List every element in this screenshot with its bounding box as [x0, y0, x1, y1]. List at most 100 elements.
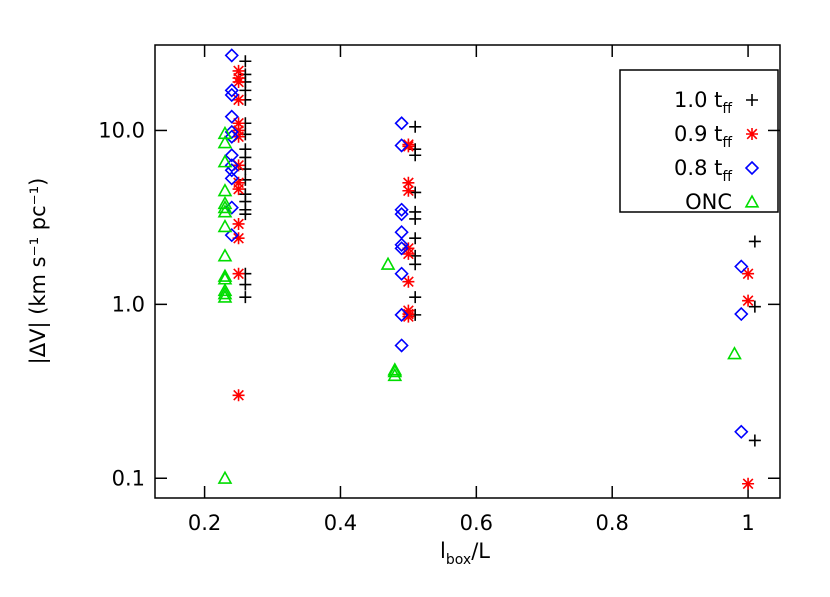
data-point: [387, 364, 403, 378]
data-point: [409, 232, 422, 245]
x-axis-label: lbox/L: [440, 539, 490, 568]
plot-frame: [154, 44, 781, 499]
legend-label: ONC: [685, 190, 732, 214]
data-point: [217, 248, 233, 262]
data-point: [217, 204, 233, 218]
data-point: [394, 202, 409, 217]
data-point: [409, 258, 422, 271]
data-point: [217, 199, 233, 214]
data-point: [394, 237, 409, 252]
data-point: [224, 171, 239, 186]
data-point: [402, 275, 415, 288]
data-point: [217, 183, 233, 197]
data-point: [387, 362, 403, 376]
data-point: [742, 294, 755, 307]
data-point: [232, 267, 245, 280]
legend-label-part: ff: [722, 169, 732, 185]
data-point: [239, 278, 252, 291]
data-point: [748, 434, 761, 447]
data-point: [232, 64, 245, 77]
data-point: [217, 286, 233, 300]
data-point: [748, 300, 761, 313]
data-point: [232, 93, 245, 106]
data-point: [394, 266, 409, 281]
data-point: [727, 346, 742, 360]
data-point: [217, 268, 233, 282]
legend-marker: [746, 128, 758, 140]
legend-label: 0.9 tff: [674, 122, 732, 151]
legend-box: [619, 69, 779, 213]
data-point: [232, 183, 245, 196]
data-point: [224, 163, 239, 178]
y-tick-label: 10.0: [98, 118, 145, 142]
data-point: [394, 138, 409, 153]
data-point: [224, 48, 239, 63]
data-point: [394, 225, 409, 240]
data-point: [409, 149, 422, 162]
data-point: [232, 232, 245, 245]
legend-label-part: 1.0 t: [674, 88, 722, 112]
data-point: [387, 367, 403, 382]
legend-label: 0.8 tff: [674, 156, 732, 185]
legend-label-part: ONC: [685, 190, 732, 214]
data-point: [224, 87, 239, 103]
data-point: [217, 135, 233, 149]
data-point: [239, 291, 252, 304]
x-tick-label: 0.2: [188, 511, 221, 535]
x-tick-label: 1: [741, 511, 754, 535]
data-point: [232, 176, 245, 189]
legend-label: 1.0 tff: [674, 88, 732, 117]
data-point: [232, 124, 245, 137]
data-point: [402, 140, 415, 153]
legend-marker: [744, 194, 760, 208]
data-point: [402, 310, 415, 323]
x-label-part: /L: [471, 539, 490, 563]
y-axis-label: |ΔV| (km s⁻¹ pc⁻¹): [26, 178, 51, 365]
data-point: [734, 259, 749, 274]
data-point: [224, 83, 239, 98]
data-point: [224, 129, 239, 144]
data-point: [409, 291, 422, 304]
x-tick-label: 0.6: [460, 511, 493, 535]
data-point: [217, 282, 233, 297]
data-point: [224, 124, 239, 140]
x-tick-label: 0.4: [324, 511, 357, 535]
legend-label-part: 0.8 t: [674, 156, 722, 180]
data-point: [217, 154, 233, 168]
x-tick-label: 0.8: [595, 511, 628, 535]
data-point: [394, 241, 409, 256]
data-point: [734, 424, 749, 439]
data-point: [224, 228, 239, 243]
legend-label-part: 0.9 t: [674, 122, 722, 146]
data-point: [734, 306, 749, 322]
data-point: [239, 151, 252, 164]
legend-label-part: ff: [722, 101, 732, 117]
data-point: [394, 307, 409, 323]
legend-marker: [744, 160, 760, 176]
x-label-sub: box: [446, 552, 471, 568]
data-point: [239, 208, 252, 221]
data-point: [742, 267, 755, 280]
legend-label-part: ff: [722, 135, 732, 151]
data-point: [232, 75, 245, 88]
data-point: [217, 470, 233, 484]
data-point: [748, 235, 761, 248]
data-point: [409, 212, 422, 225]
data-point: [409, 120, 422, 133]
data-point: [394, 207, 409, 222]
x-label-part: l: [440, 539, 446, 563]
data-point: [402, 247, 415, 260]
y-tick-label: 1.0: [112, 292, 145, 316]
data-point: [232, 217, 245, 230]
data-point: [394, 338, 409, 353]
legend-marker: [746, 94, 758, 106]
data-point: [224, 148, 239, 163]
data-point: [402, 176, 415, 189]
data-point: [232, 117, 245, 130]
data-point: [402, 184, 415, 197]
data-point: [224, 109, 239, 124]
data-point: [217, 195, 233, 210]
data-point: [742, 477, 755, 490]
data-point: [217, 218, 233, 233]
